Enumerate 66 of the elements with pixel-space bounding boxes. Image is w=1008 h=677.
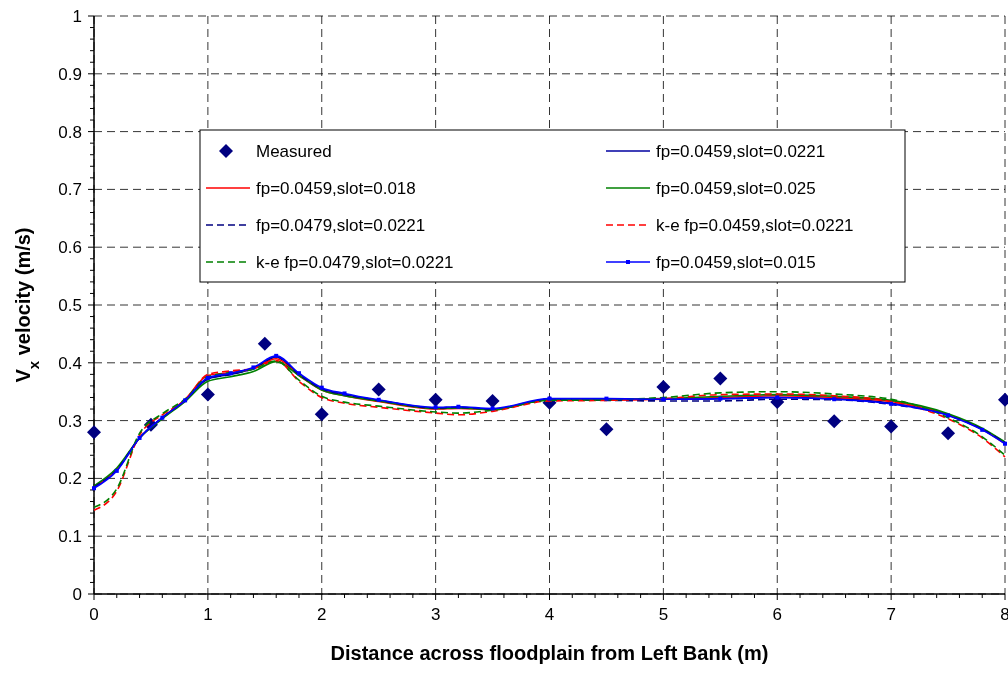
point — [274, 353, 279, 358]
x-tick-label: 2 — [317, 605, 327, 624]
point — [371, 382, 386, 397]
legend-label: fp=0.0459,slot=0.025 — [656, 178, 816, 198]
x-tick-label: 1 — [203, 605, 213, 624]
point — [456, 404, 461, 409]
point — [296, 371, 301, 376]
point — [205, 375, 210, 380]
legend-label: Measured — [256, 141, 332, 161]
point — [718, 396, 723, 401]
point — [547, 396, 552, 401]
point — [661, 397, 666, 402]
legend-label: fp=0.0459,slot=0.0221 — [656, 141, 826, 161]
y-tick-label: 0.6 — [58, 238, 82, 258]
point — [200, 387, 215, 402]
legend-label: fp=0.0459,slot=0.015 — [656, 252, 816, 272]
x-tick-label: 5 — [658, 605, 669, 624]
y-tick-label: 0.3 — [58, 411, 82, 431]
legend-label: k-e fp=0.0459,slot=0.0221 — [656, 215, 854, 235]
point — [257, 336, 272, 351]
point — [183, 398, 188, 403]
legend-label: k-e fp=0.0479,slot=0.0221 — [256, 252, 454, 272]
point — [1003, 441, 1007, 446]
x-axis-title: Distance across floodplain from Left Bank (m) — [330, 642, 769, 664]
y-tick-label: 0.4 — [58, 353, 82, 373]
point — [490, 406, 495, 411]
point — [889, 401, 894, 406]
point — [656, 380, 671, 395]
point — [428, 392, 443, 407]
y-tick-label: 0.9 — [58, 64, 82, 84]
point — [433, 405, 438, 410]
y-tick-label: 0.5 — [58, 295, 82, 315]
y-tick-label: 0.1 — [58, 527, 82, 547]
y-tick-label: 0.8 — [58, 122, 82, 142]
point — [485, 393, 500, 408]
y-tick-label: 0.7 — [58, 180, 82, 200]
point — [775, 395, 780, 400]
point — [941, 426, 956, 441]
legend-label: fp=0.0479,slot=0.0221 — [256, 215, 426, 235]
point — [884, 419, 899, 434]
point — [137, 435, 142, 440]
point — [314, 407, 329, 422]
point — [599, 422, 614, 437]
point — [376, 397, 381, 402]
point — [832, 397, 837, 402]
point — [114, 468, 119, 473]
x-tick-label: 6 — [772, 605, 782, 624]
x-tick-label: 0 — [89, 605, 99, 624]
point — [827, 414, 842, 429]
point — [713, 371, 728, 386]
point — [160, 415, 165, 420]
x-tick-label: 3 — [430, 605, 441, 624]
point — [604, 396, 609, 401]
point — [251, 365, 256, 370]
y-tick-label: 0.2 — [58, 469, 82, 489]
point — [980, 427, 985, 432]
legend-label: fp=0.0459,slot=0.018 — [256, 178, 416, 198]
point — [87, 425, 101, 440]
x-tick-label: 7 — [886, 605, 896, 624]
point — [228, 371, 233, 376]
point — [319, 385, 324, 390]
point — [342, 391, 347, 396]
y-tick-label: 0 — [72, 584, 82, 604]
x-tick-label: 4 — [544, 605, 555, 624]
point — [946, 413, 951, 418]
y-tick-label: 1 — [72, 6, 82, 26]
